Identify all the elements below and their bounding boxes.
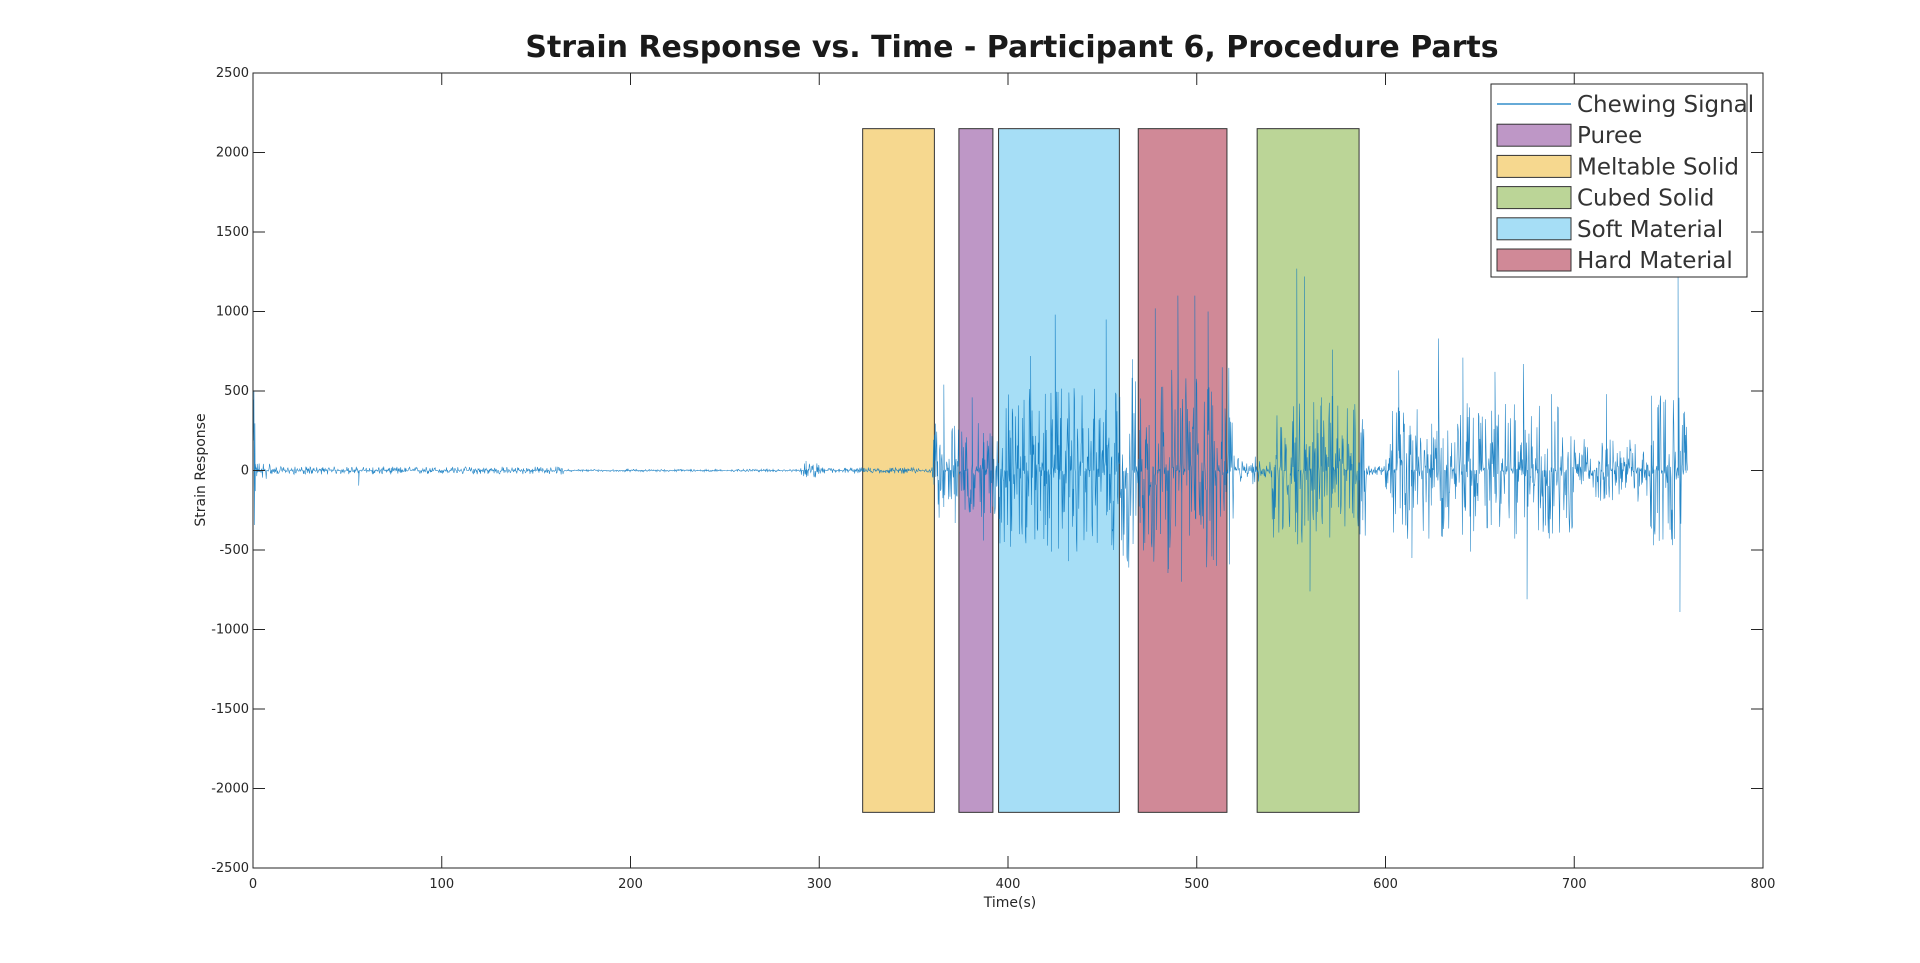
x-tick-label: 600 bbox=[1373, 877, 1398, 892]
x-tick-label: 100 bbox=[429, 877, 454, 892]
x-tick-label: 200 bbox=[618, 877, 643, 892]
y-tick-label: -2500 bbox=[211, 861, 249, 876]
legend-swatch-meltable-solid bbox=[1496, 154, 1572, 178]
legend-label-soft-material: Soft Material bbox=[1577, 217, 1723, 243]
legend-label-puree: Puree bbox=[1577, 123, 1642, 149]
axis-ticks: 0 100 200 300 400 500 600 700 800 2500 2000 1500 100… bbox=[211, 66, 1775, 892]
y-tick-label: 1500 bbox=[216, 225, 249, 240]
legend: Chewing Signal Puree Meltable Solid Cubed S… bbox=[1490, 83, 1754, 278]
legend-swatch-hard-material bbox=[1496, 248, 1572, 272]
y-tick-label: 2500 bbox=[216, 66, 249, 81]
x-tick-label: 800 bbox=[1751, 877, 1776, 892]
y-tick-label: 1000 bbox=[216, 305, 249, 320]
legend-label-hard-material: Hard Material bbox=[1577, 248, 1733, 274]
y-axis-title: Strain Response bbox=[193, 413, 209, 526]
legend-swatch-puree bbox=[1496, 123, 1572, 147]
x-tick-label: 500 bbox=[1184, 877, 1209, 892]
y-tick-label: -1000 bbox=[211, 623, 249, 638]
y-tick-label: -1500 bbox=[211, 702, 249, 717]
x-tick-label: 400 bbox=[996, 877, 1021, 892]
legend-label-meltable-solid: Meltable Solid bbox=[1577, 154, 1739, 180]
chewing-signal-line bbox=[252, 268, 1688, 613]
x-axis-title: Time(s) bbox=[983, 895, 1036, 911]
y-tick-label: 500 bbox=[224, 384, 249, 399]
y-tick-label: -500 bbox=[219, 543, 249, 558]
y-tick-label: 0 bbox=[241, 464, 249, 479]
legend-label-cubed-solid: Cubed Solid bbox=[1577, 186, 1714, 212]
y-tick-label: 2000 bbox=[216, 146, 249, 161]
y-tick-label: -2000 bbox=[211, 782, 249, 797]
legend-swatch-cubed-solid bbox=[1496, 186, 1572, 210]
x-tick-label: 300 bbox=[807, 877, 832, 892]
x-tick-label: 0 bbox=[249, 877, 257, 892]
legend-label-chewing-signal: Chewing Signal bbox=[1577, 92, 1754, 118]
legend-swatch-soft-material bbox=[1496, 217, 1572, 241]
legend-box bbox=[1490, 83, 1748, 278]
chart-title: Strain Response vs. Time - Participant 6… bbox=[525, 30, 1498, 65]
x-tick-label: 700 bbox=[1562, 877, 1587, 892]
chewing-signal-trace bbox=[252, 268, 1688, 613]
legend-items: Chewing Signal Puree Meltable Solid Cubed S… bbox=[1496, 92, 1754, 274]
